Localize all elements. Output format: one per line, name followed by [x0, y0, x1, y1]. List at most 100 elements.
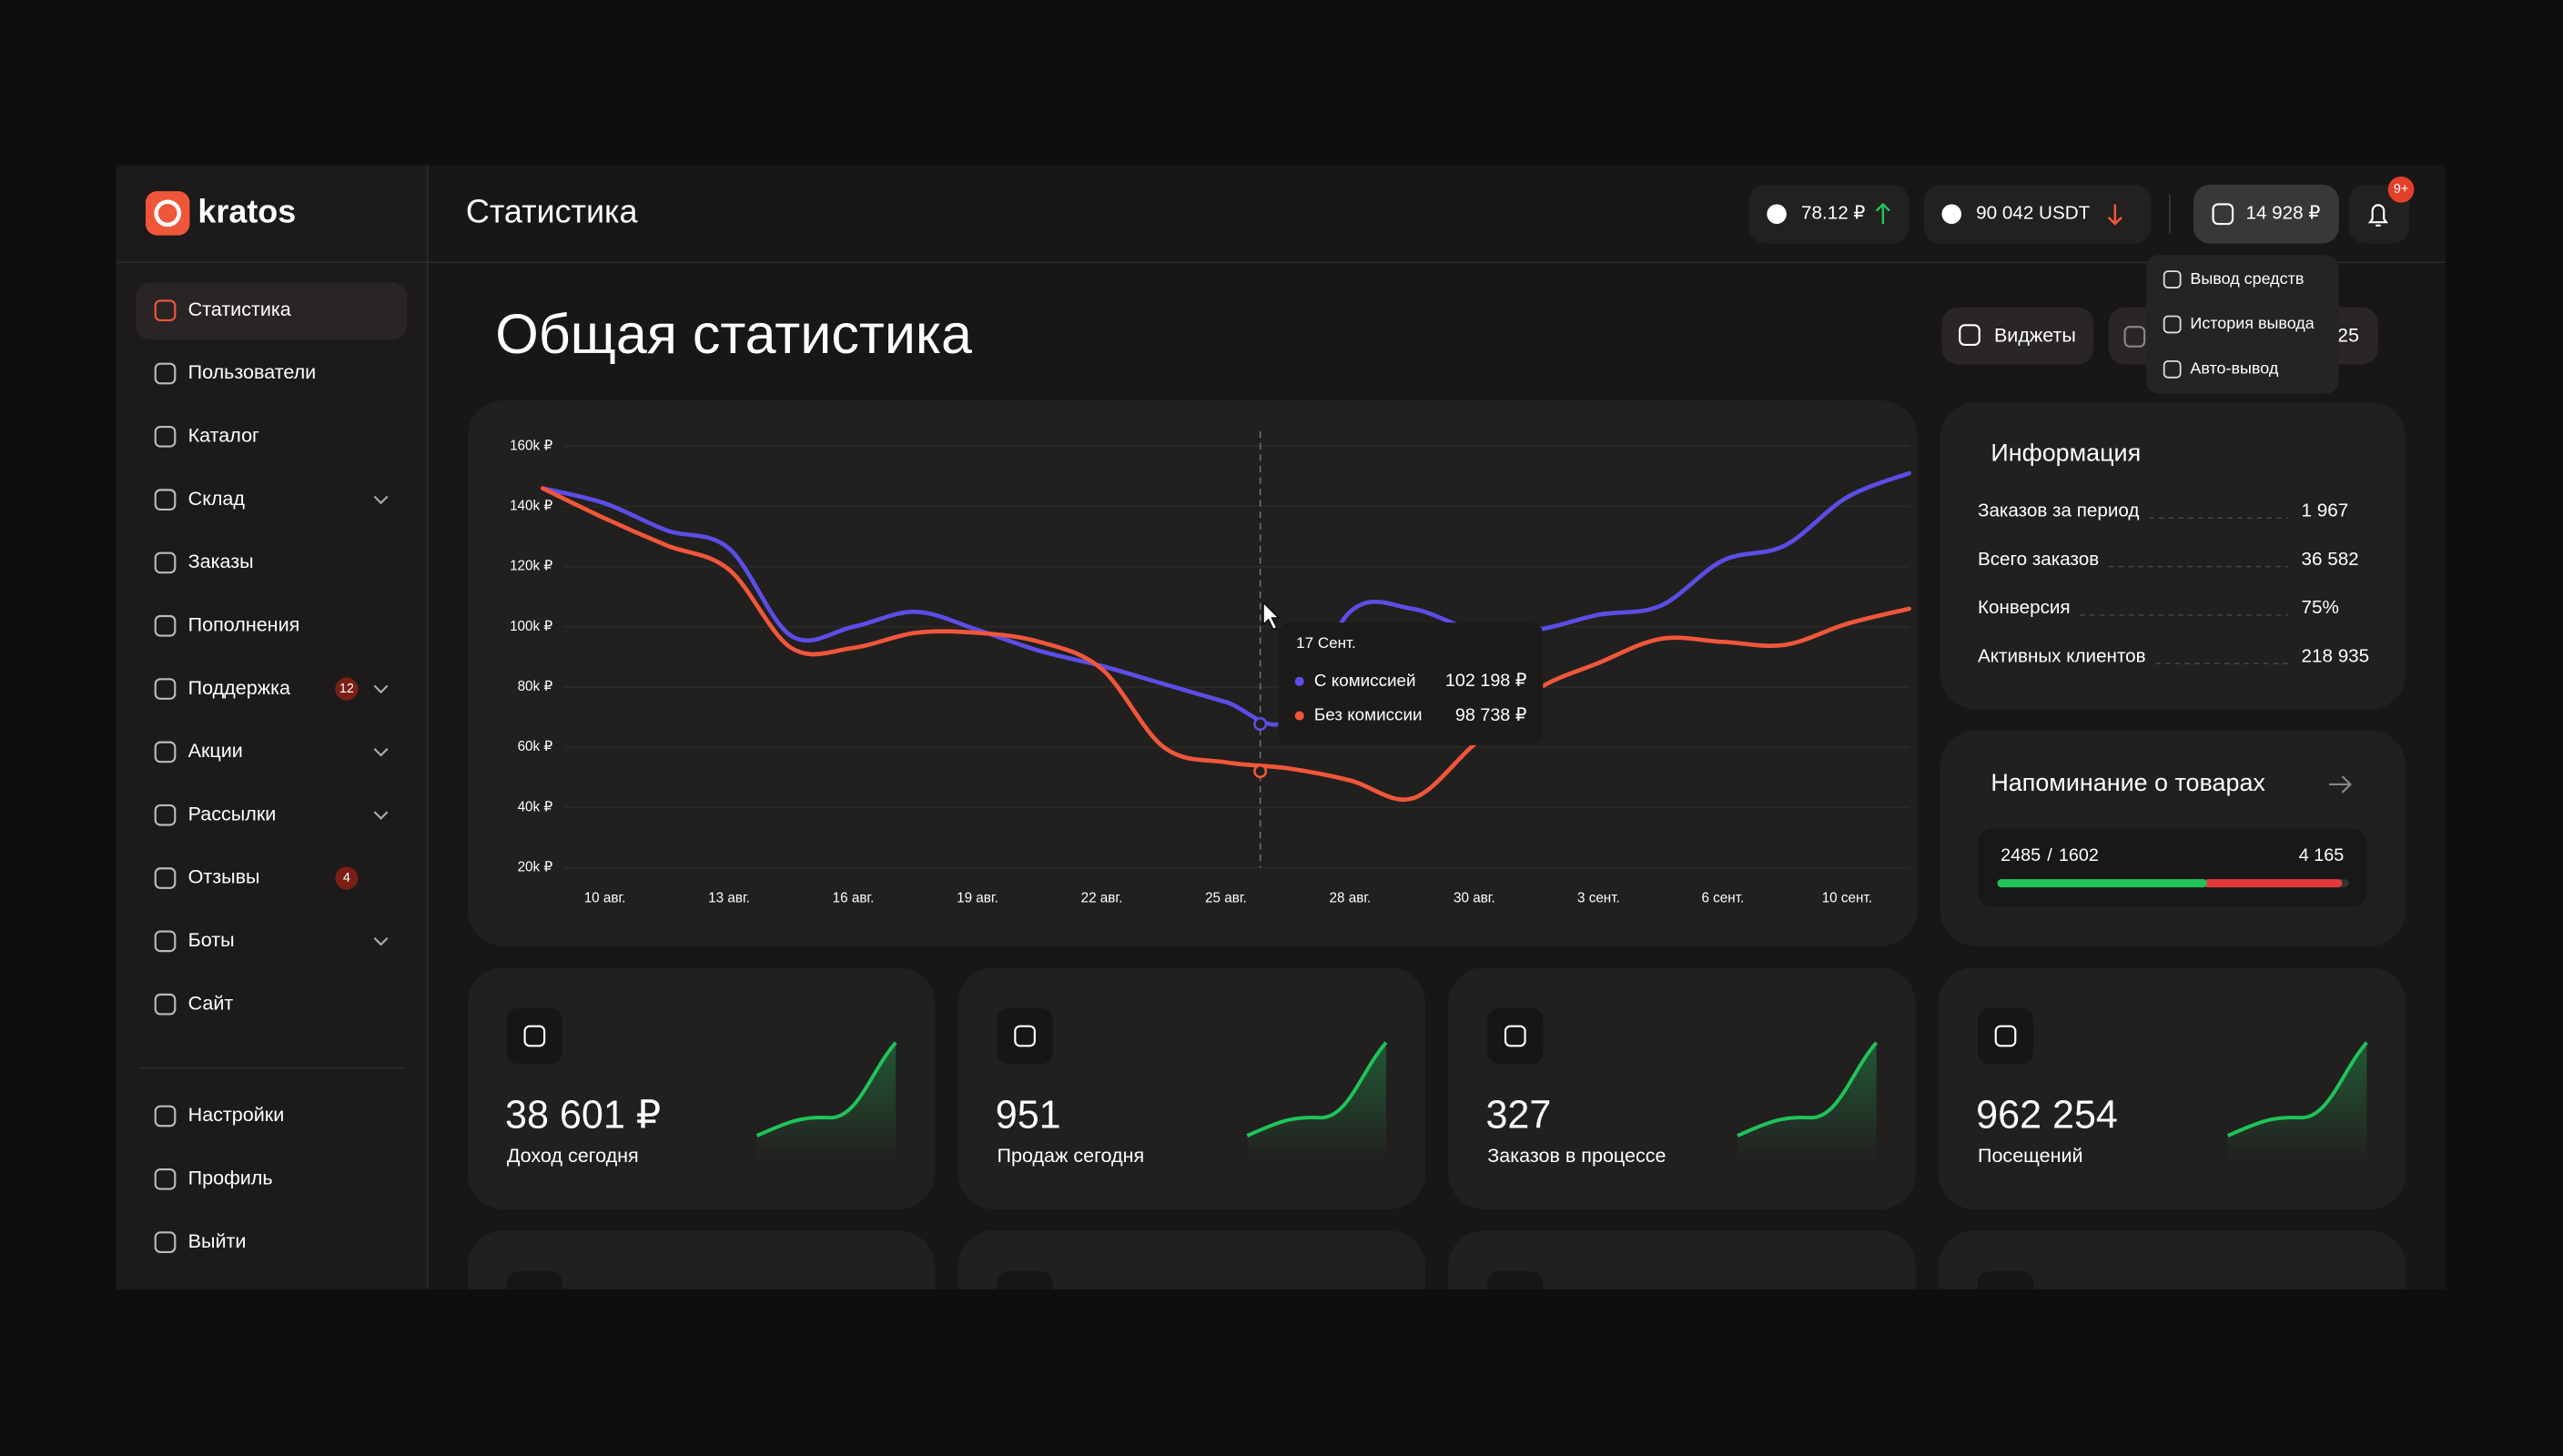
menu-item[interactable]: Выйти [154, 1230, 247, 1253]
menu-item[interactable]: Отзывы 4 [154, 866, 359, 890]
icon [154, 489, 177, 511]
menu-item[interactable]: Сайт [154, 992, 234, 1016]
y-tick-label: 120k ₽ [510, 559, 552, 574]
dropdown-item[interactable]: Авто-вывод [2163, 359, 2279, 379]
chevron [373, 495, 389, 505]
menu-item[interactable]: Пополнения [154, 613, 300, 637]
dropdown-item[interactable]: Вывод средств [2163, 269, 2305, 288]
menu-item[interactable]: Заказы [154, 551, 254, 574]
stat-value: 962 254 [1976, 1094, 2118, 1138]
dropdown-item[interactable]: История вывода [2163, 314, 2315, 334]
tooltip-title: 17 Сент. [1296, 634, 1356, 652]
x-tick-label: 3 сент. [1577, 891, 1620, 906]
page-title: Общая статистика [495, 303, 972, 365]
bell [2367, 204, 2389, 227]
menu-item[interactable]: Статистика [136, 282, 408, 340]
icon [1014, 1025, 1036, 1047]
menu-item[interactable]: Акции [154, 740, 389, 763]
y-tick-label: 60k ₽ [518, 739, 553, 754]
sidebar-bg [116, 165, 427, 1289]
menu-item[interactable]: Профиль [154, 1167, 273, 1190]
menu-label: Боты [188, 929, 235, 951]
sparkline-glow [756, 1042, 897, 1164]
info-value: 218 935 [2302, 646, 2370, 667]
icon-box [1977, 1007, 2034, 1065]
hover-dot [1253, 716, 1268, 732]
reminder-box [1977, 828, 2367, 907]
total: 4 165 [2299, 845, 2344, 865]
icon-box [1487, 1007, 1544, 1065]
x-tick-label: 6 сент. [1701, 891, 1744, 906]
button-bg [1941, 307, 2094, 365]
arrow [2329, 775, 2352, 794]
badge [2387, 176, 2415, 203]
balance[interactable]: 14 928 ₽ [2193, 184, 2339, 244]
info-label: Заказов за период [1978, 500, 2140, 521]
tooltip-value: 98 738 ₽ [1455, 705, 1527, 725]
menu-item[interactable]: Боты [154, 929, 389, 953]
icon-box [506, 1007, 562, 1065]
badge-text: 12 [339, 682, 354, 696]
trend-arrow [1875, 202, 1890, 225]
stat-value: 327 [1485, 1094, 1551, 1138]
icon [2163, 315, 2182, 334]
icon [154, 299, 177, 322]
menu-item[interactable]: Пользователи [154, 361, 317, 385]
icon [154, 362, 177, 385]
date-label: 25 [2337, 325, 2359, 347]
app-frame: kratos Статистика Пользователи Каталог Склад… [116, 165, 2446, 1289]
brand: kratos [198, 193, 296, 230]
low-stock: 1602 [2059, 845, 2099, 865]
icon-box [1977, 1271, 2034, 1289]
menu-label: Заказы [188, 551, 254, 572]
y-tick-label: 100k ₽ [510, 619, 552, 634]
menu-item[interactable]: Склад [154, 488, 389, 511]
series-line [540, 470, 1911, 727]
x-tick-label: 10 сент. [1822, 891, 1872, 906]
notifications[interactable]: 9+ [2348, 176, 2415, 244]
rate-pill[interactable]: 78.12 ₽ [1748, 184, 1910, 244]
legend-label: С комиссией [1314, 671, 1416, 690]
x-tick-label: 10 авг. [584, 891, 626, 906]
separator: / [2047, 845, 2052, 865]
legend-dot [1294, 711, 1304, 721]
icon [154, 678, 177, 700]
icon [154, 614, 177, 637]
icon [154, 1231, 177, 1253]
y-tick-label: 20k ₽ [518, 860, 553, 875]
menu-item[interactable]: Рассылки [154, 803, 389, 826]
tooltip-bg [1278, 622, 1544, 745]
icon [154, 1105, 177, 1127]
dropdown-bg [2145, 255, 2339, 394]
menu-label: Пользователи [188, 361, 317, 383]
x-tick-label: 30 авг. [1454, 891, 1495, 906]
menu-item[interactable]: Поддержка 12 [154, 677, 389, 701]
rate: 78.12 ₽ [1801, 203, 1866, 224]
balance-value: 14 928 ₽ [2245, 203, 2320, 224]
series-line [540, 486, 1911, 802]
y-tick-label: 40k ₽ [518, 799, 553, 814]
dropdown-label: Вывод средств [2190, 269, 2304, 288]
icon [154, 867, 177, 889]
card-title: Напоминание о товарах [1991, 769, 2265, 796]
card-title: Информация [1991, 439, 2141, 466]
icon [154, 993, 177, 1016]
icon [1504, 1025, 1526, 1047]
info-label: Всего заказов [1978, 549, 2099, 570]
menu-item[interactable]: Настройки [154, 1104, 284, 1127]
menu-item[interactable]: Каталог [154, 425, 259, 448]
sparkline [2226, 1041, 2368, 1138]
icon [1994, 1025, 2017, 1047]
stat-label: Доход сегодня [507, 1145, 639, 1167]
widgets-button[interactable]: Виджеты [1941, 307, 2094, 365]
menu-label: Поддержка [188, 677, 290, 699]
coin [1767, 204, 1787, 225]
menu-label: Профиль [188, 1167, 273, 1188]
y-tick-label: 140k ₽ [510, 498, 552, 513]
rate-pill[interactable]: 90 042 USDT [1923, 184, 2152, 244]
info-value: 36 582 [2302, 549, 2359, 570]
icon-box [1487, 1271, 1544, 1289]
badge [335, 677, 359, 701]
icon-box [997, 1007, 1053, 1065]
chevron [373, 684, 389, 694]
